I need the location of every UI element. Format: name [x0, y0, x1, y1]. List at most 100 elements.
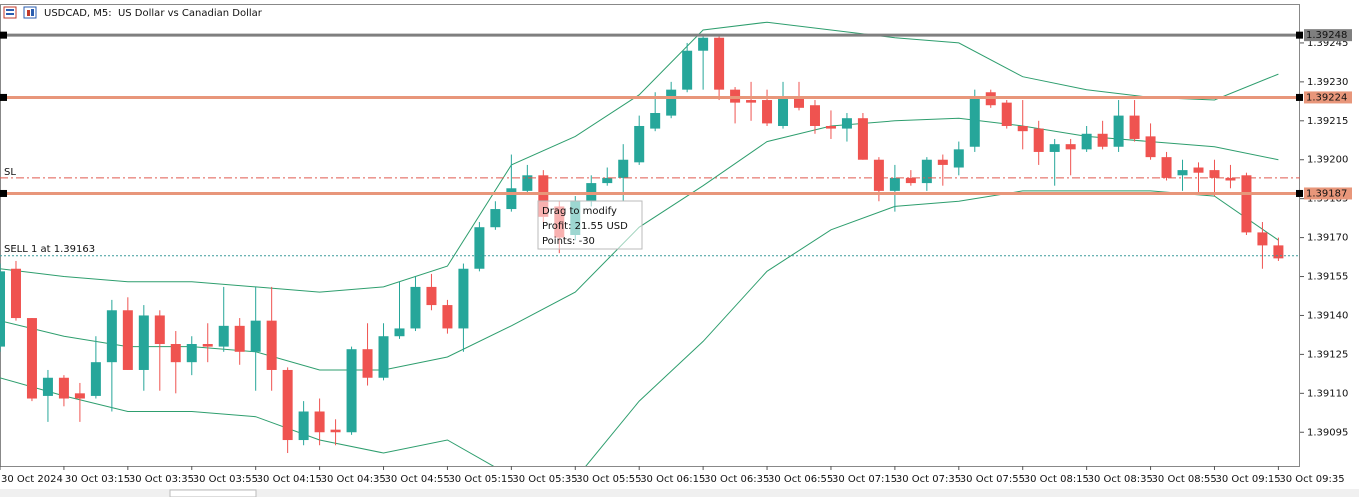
candle-body — [42, 377, 53, 396]
level-handle[interactable] — [0, 31, 7, 39]
x-tick-label: 30 Oct 07:35 — [896, 474, 961, 485]
x-tick-label: 30 Oct 09:15 — [1215, 474, 1280, 485]
candle-body — [1209, 170, 1220, 178]
candle-body — [538, 175, 549, 217]
candle-body — [1081, 133, 1092, 150]
candle-body — [778, 97, 789, 126]
candle-body — [1257, 232, 1268, 246]
candle-body — [634, 125, 645, 163]
candle-body — [698, 37, 709, 51]
candle-body — [234, 325, 245, 352]
level-handle[interactable] — [1296, 189, 1303, 197]
candle-body — [250, 320, 261, 352]
candle-body — [474, 227, 485, 269]
icon — [6, 13, 14, 15]
candle-body — [170, 344, 181, 363]
level-handle[interactable] — [0, 93, 7, 101]
x-tick-label: 30 Oct 04:55 — [385, 474, 450, 485]
y-tick-label: 1.39095 — [1307, 427, 1348, 438]
band-line — [0, 21, 1279, 293]
level-handle[interactable] — [0, 189, 7, 197]
tooltip-text: Points: -30 — [542, 236, 595, 247]
axes: 1.392451.392301.392151.392001.391851.391… — [0, 38, 1348, 485]
candle-body — [202, 344, 213, 347]
chart-title: USDCAD, M5: US Dollar vs Canadian Dollar — [44, 8, 263, 19]
candle-body — [218, 325, 229, 347]
candle-body — [602, 177, 613, 184]
tab[interactable] — [169, 489, 257, 497]
level-price-label: 1.39224 — [1306, 92, 1347, 103]
candle-body — [1193, 167, 1204, 173]
x-tick-label: 30 Oct 08:55 — [1152, 474, 1217, 485]
y-tick-label: 1.39245 — [1307, 38, 1348, 49]
level-handle[interactable] — [1296, 31, 1303, 39]
x-tick-label: 30 Oct 07:55 — [960, 474, 1025, 485]
candle-body — [106, 310, 117, 363]
candle-body — [746, 100, 757, 103]
x-tick-label: 30 Oct 04:35 — [321, 474, 386, 485]
candle-body — [10, 268, 21, 319]
candle-body — [26, 318, 37, 399]
candle-body — [458, 268, 469, 329]
x-tick-label: 30 Oct 03:35 — [129, 474, 194, 485]
candle-body — [90, 362, 101, 396]
candle-body — [1241, 175, 1252, 233]
candle-body — [1049, 144, 1060, 152]
candle-body — [1145, 136, 1156, 158]
candle-body — [346, 349, 357, 433]
candle-body — [937, 159, 948, 165]
level-price-label: 1.39187 — [1306, 188, 1347, 199]
x-tick-label: 30 Oct 04:15 — [257, 474, 322, 485]
candle-body — [266, 320, 277, 370]
y-tick-label: 1.39125 — [1307, 349, 1348, 360]
candle-body — [1225, 177, 1236, 181]
candle-body — [889, 177, 900, 191]
candle-body — [921, 159, 932, 184]
y-tick-label: 1.39155 — [1307, 272, 1348, 283]
x-tick-label: 30 Oct 05:35 — [512, 474, 577, 485]
plot-frame — [0, 4, 1300, 467]
x-tick-label: 30 Oct 03:55 — [193, 474, 258, 485]
y-tick-label: 1.39170 — [1307, 233, 1348, 244]
y-tick-label: 1.39200 — [1307, 155, 1348, 166]
candle-body — [282, 369, 293, 441]
x-tick-label: 30 Oct 05:15 — [448, 474, 513, 485]
x-tick-label: 30 Oct 2024 — [1, 474, 63, 485]
plot-area — [0, 21, 1300, 466]
y-tick-label: 1.39215 — [1307, 116, 1348, 127]
level-price-box — [1304, 91, 1352, 104]
candle-body — [809, 105, 820, 126]
candle-body — [138, 315, 149, 370]
candle-body — [394, 328, 405, 337]
candle-body — [714, 37, 725, 90]
candle-body — [0, 271, 5, 347]
candle-body — [1161, 157, 1172, 178]
candle-body — [794, 97, 804, 108]
candle-body — [506, 188, 517, 210]
tooltip-text: Drag to modify — [542, 206, 617, 217]
candle-body — [1273, 245, 1284, 259]
level-price-box — [1304, 187, 1352, 200]
candle-body — [1065, 144, 1076, 150]
candle-body — [298, 411, 309, 441]
candle-body — [410, 286, 421, 329]
y-tick-label: 1.39110 — [1307, 388, 1348, 399]
x-tick-label: 30 Oct 05:55 — [576, 474, 641, 485]
x-tick-label: 30 Oct 08:35 — [1088, 474, 1153, 485]
candle-body — [841, 118, 852, 129]
candle-body — [873, 159, 884, 191]
level-handle[interactable] — [1296, 93, 1303, 101]
candle-body — [857, 118, 868, 160]
icon — [6, 9, 14, 11]
x-tick-label: 30 Oct 06:15 — [640, 474, 705, 485]
candle-body — [650, 113, 661, 129]
candle-body — [825, 125, 836, 129]
y-tick-label: 1.39230 — [1307, 77, 1348, 88]
candle-body — [682, 50, 693, 90]
candle-body — [1113, 115, 1124, 147]
candle-body — [154, 315, 165, 345]
y-tick-label: 1.39140 — [1307, 310, 1348, 321]
